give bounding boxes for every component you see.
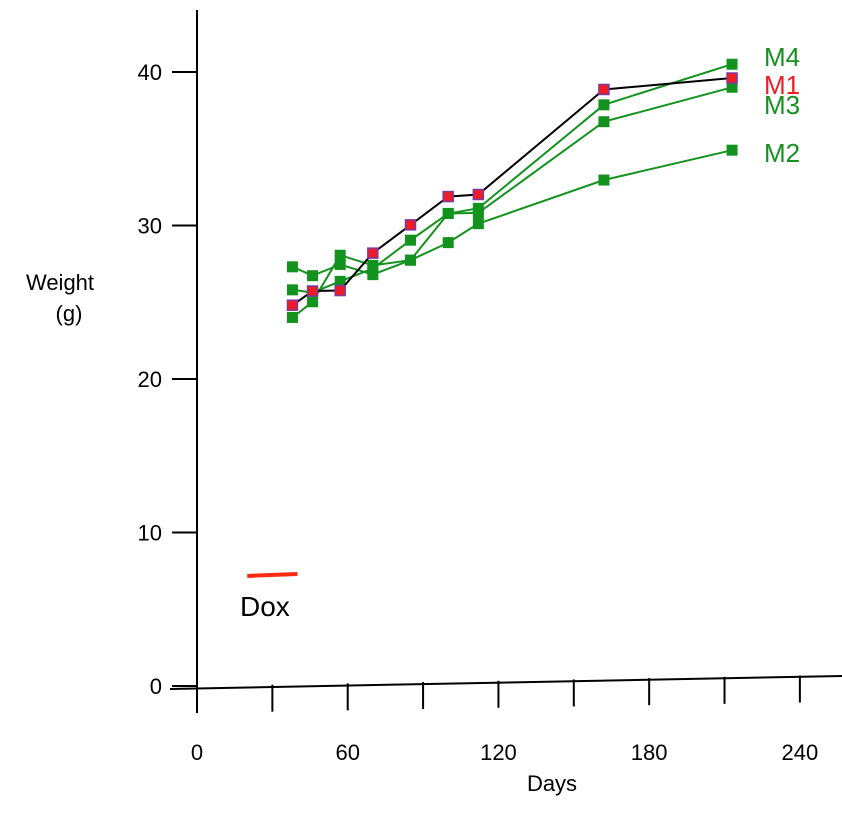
data-point (286, 284, 298, 296)
y-axis-label-line2: (g) (56, 301, 83, 326)
data-point (405, 234, 417, 246)
data-point (726, 144, 738, 156)
data-point (472, 188, 485, 201)
data-point (404, 219, 417, 231)
x-axis-label: Days (527, 771, 577, 796)
data-point (367, 259, 379, 271)
data-point (598, 116, 610, 128)
data-point (286, 261, 298, 273)
data-point (405, 254, 417, 266)
data-point (286, 311, 298, 323)
data-point (598, 99, 610, 111)
dox-label: Dox (240, 591, 290, 622)
data-point (726, 72, 738, 84)
data-point (442, 237, 454, 249)
labels-group: Weight (g) Days M1 M2 M3 M4 (26, 42, 800, 796)
data-point (472, 218, 484, 230)
series-line-m2 (292, 149, 733, 277)
data-point (306, 285, 319, 297)
series-m4 (286, 58, 738, 323)
x-axis-line (169, 675, 842, 690)
x-tick-label: 120 (480, 740, 517, 765)
y-tick-label: 10 (138, 521, 162, 546)
y-tick-label: 40 (138, 60, 162, 85)
series-m3 (286, 81, 738, 299)
series-group (286, 58, 738, 323)
x-tick-label: 0 (191, 740, 203, 765)
annotation-group: Dox (240, 571, 298, 622)
data-point (472, 202, 484, 214)
data-point (367, 247, 379, 259)
y-tick-label: 20 (138, 367, 162, 392)
data-point (307, 270, 319, 282)
x-tick-label: 180 (631, 740, 668, 765)
axes: 0 10 20 30 40 0 60 120 180 240 (138, 10, 842, 765)
data-point (598, 174, 610, 186)
data-point (598, 83, 610, 96)
y-tick-label: 0 (150, 674, 162, 699)
series-label-m1: M1 (764, 70, 800, 100)
series-label-m3: M3 (764, 90, 800, 120)
data-point (286, 299, 299, 311)
data-point (334, 284, 346, 297)
series-label-m2: M2 (764, 138, 800, 168)
y-tick-label: 30 (138, 214, 162, 239)
series-line-m4 (291, 63, 733, 319)
data-point (307, 296, 319, 308)
series-label-m4: M4 (764, 42, 800, 72)
dox-bar (247, 571, 298, 578)
data-point (442, 207, 454, 219)
data-point (442, 190, 454, 203)
series-m1 (286, 72, 738, 311)
x-tick-label: 60 (335, 740, 359, 765)
x-tick-label: 240 (782, 740, 819, 765)
data-point (726, 58, 738, 70)
y-axis-label-line1: Weight (26, 270, 94, 295)
data-point (334, 249, 346, 261)
